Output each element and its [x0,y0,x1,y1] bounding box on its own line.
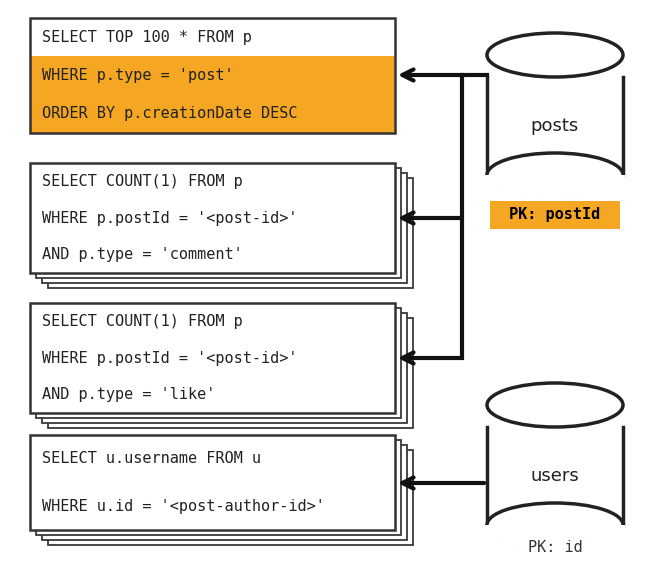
Text: WHERE p.postId = '<post-id>': WHERE p.postId = '<post-id>' [42,350,297,365]
Text: WHERE p.postId = '<post-id>': WHERE p.postId = '<post-id>' [42,210,297,225]
Text: ORDER BY p.creationDate DESC: ORDER BY p.creationDate DESC [42,106,297,121]
Bar [30,18,395,133]
Bar [487,427,623,525]
Bar [30,95,395,133]
Text: WHERE u.id = '<post-author-id>': WHERE u.id = '<post-author-id>' [42,498,325,514]
Text: SELECT TOP 100 * FROM p: SELECT TOP 100 * FROM p [42,30,252,45]
Bar [36,308,401,418]
Bar [490,201,620,229]
Bar [30,56,395,95]
Text: PK: id: PK: id [527,540,582,555]
Text: SELECT u.username FROM u: SELECT u.username FROM u [42,451,261,466]
Bar [30,435,395,530]
Bar [30,435,395,530]
Text: PK: postId: PK: postId [510,207,601,223]
Ellipse shape [487,153,623,197]
Bar [48,450,413,545]
Bar [30,303,395,413]
Text: posts: posts [531,117,579,135]
Bar [36,168,401,278]
Bar [30,303,395,413]
Bar [42,313,407,423]
Bar [30,18,395,133]
Bar [42,173,407,283]
Ellipse shape [487,33,623,77]
Text: AND p.type = 'comment': AND p.type = 'comment' [42,247,243,262]
Bar [42,445,407,540]
Text: users: users [531,467,580,485]
Bar [30,163,395,273]
Text: AND p.type = 'like': AND p.type = 'like' [42,387,215,402]
Text: WHERE p.type = 'post': WHERE p.type = 'post' [42,68,233,83]
Ellipse shape [487,383,623,427]
Text: SELECT COUNT(1) FROM p: SELECT COUNT(1) FROM p [42,314,243,329]
Bar [487,77,623,175]
Bar [30,163,395,273]
Bar [48,178,413,288]
Bar [36,440,401,535]
Text: SELECT COUNT(1) FROM p: SELECT COUNT(1) FROM p [42,174,243,189]
Bar [48,318,413,428]
Ellipse shape [487,503,623,547]
